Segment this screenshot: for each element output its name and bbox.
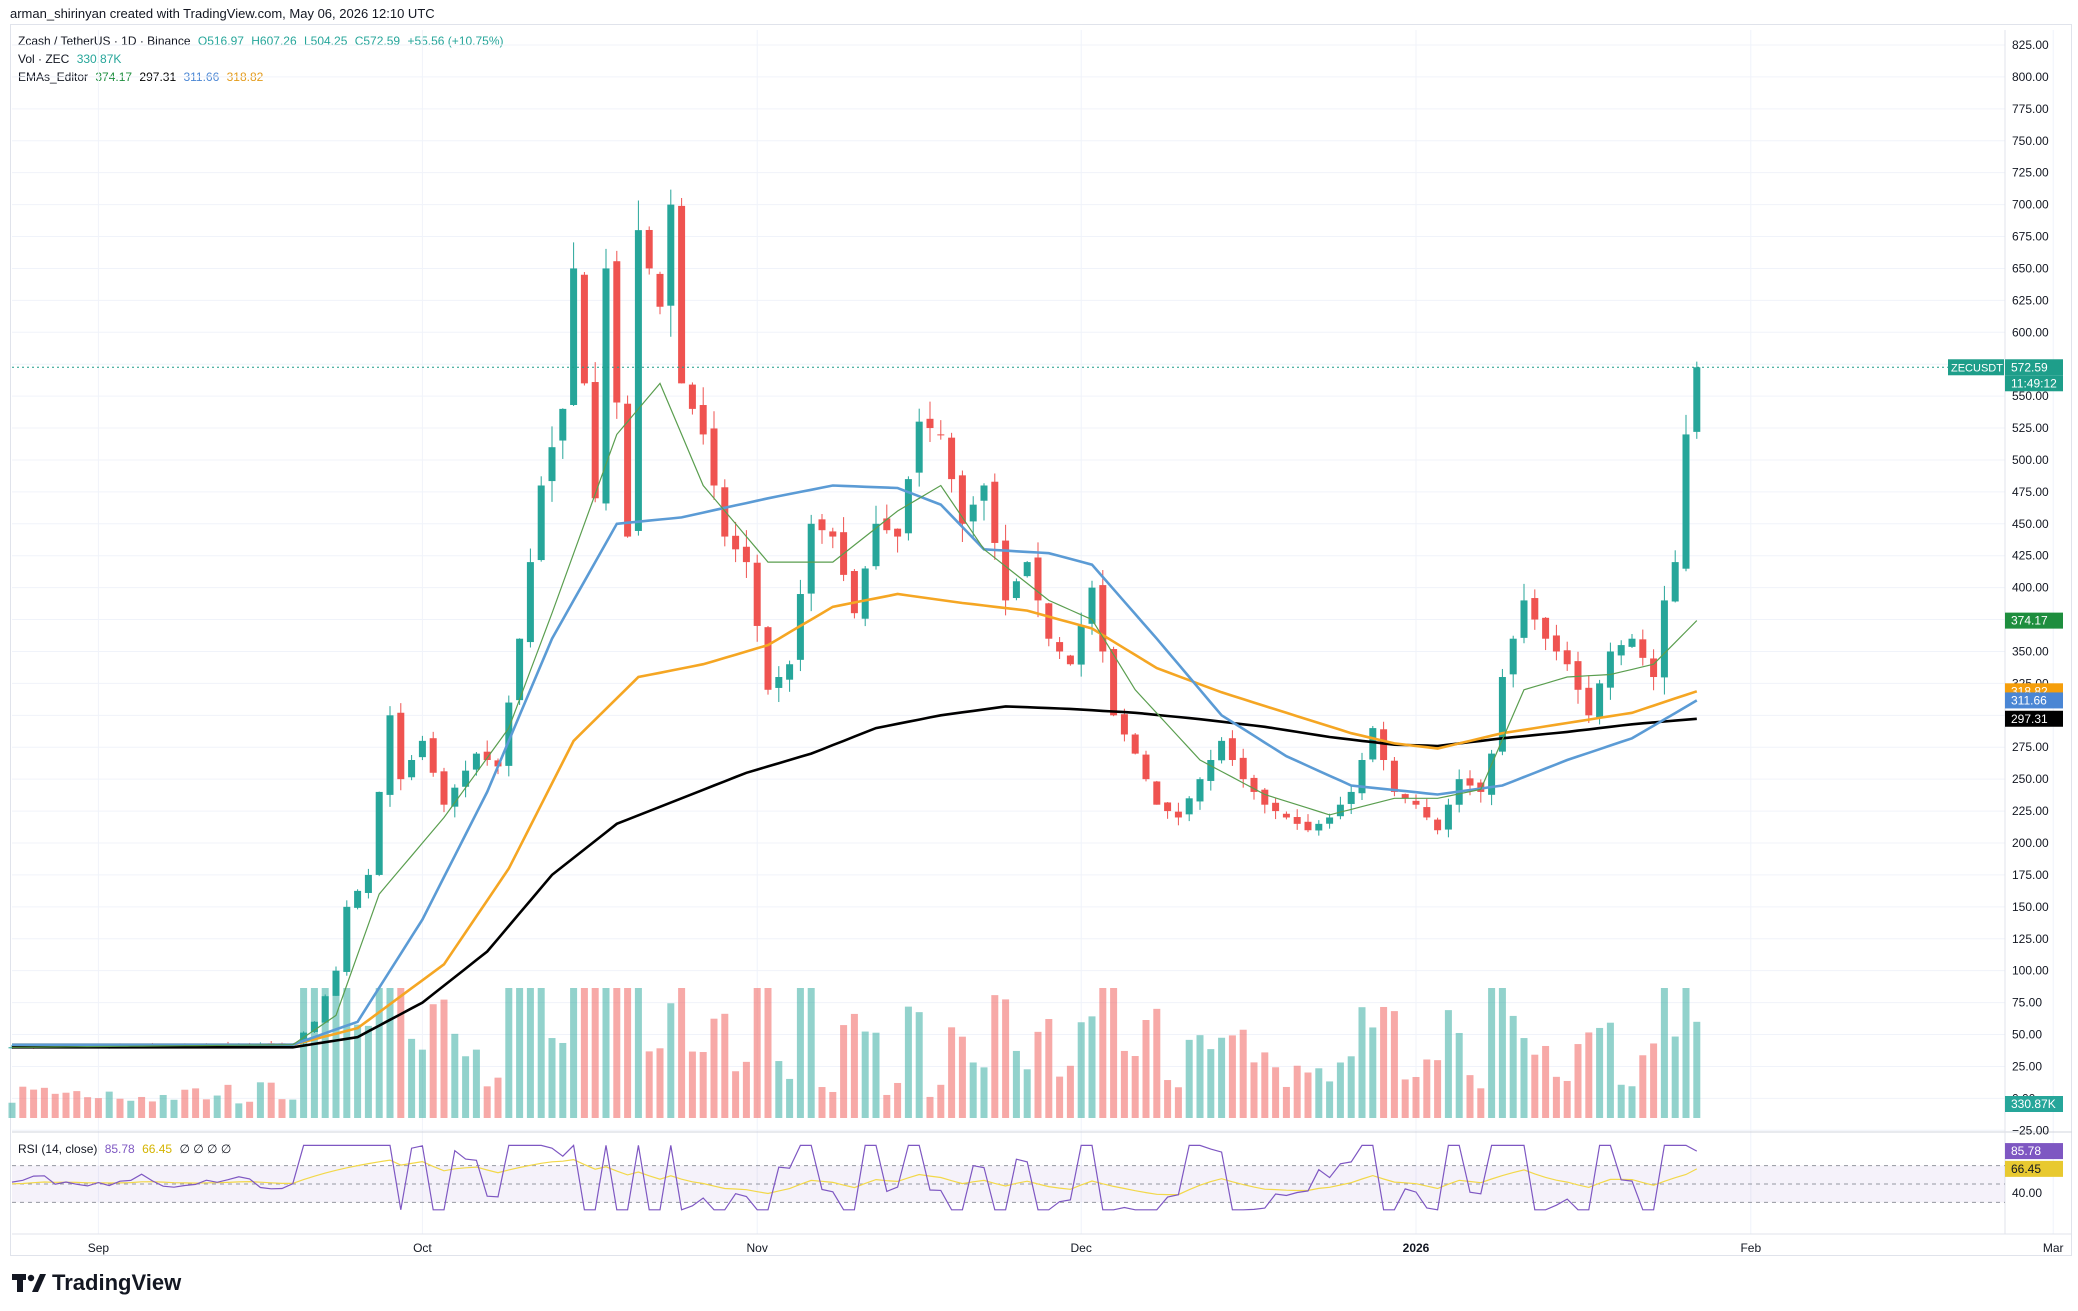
- chart-credit: arman_shirinyan created with TradingView…: [10, 6, 435, 21]
- ema20-value: 374.17: [95, 70, 133, 84]
- ema100-value: 318.82: [226, 70, 264, 84]
- volume-legend[interactable]: Vol · ZEC 330.87K: [18, 52, 125, 66]
- brand-name: TradingView: [52, 1270, 182, 1295]
- volume-value: 330.87K: [76, 52, 122, 66]
- ema50-value: 311.66: [183, 70, 220, 84]
- ema-legend[interactable]: EMAs_Editor 374.17 297.31 311.66 318.82: [18, 70, 267, 84]
- ema-label: EMAs_Editor: [18, 70, 89, 84]
- ema200-value: 297.31: [139, 70, 177, 84]
- symbol-legend[interactable]: Zcash / TetherUS · 1D · Binance O516.97 …: [18, 34, 508, 48]
- ohlc-close: C572.59: [354, 34, 401, 48]
- tradingview-logo-icon: [12, 1274, 46, 1292]
- rsi-label: RSI (14, close): [18, 1142, 98, 1156]
- rsi-legend[interactable]: RSI (14, close) 85.78 66.45 ∅ ∅ ∅ ∅: [18, 1142, 235, 1156]
- volume-label: Vol · ZEC: [18, 52, 70, 66]
- rsi-ma-value: 66.45: [142, 1142, 173, 1156]
- ohlc-open: O516.97: [197, 34, 244, 48]
- rsi-value: 85.78: [104, 1142, 135, 1156]
- symbol-title: Zcash / TetherUS · 1D · Binance: [18, 34, 191, 48]
- rsi-extra-values: ∅ ∅ ∅ ∅: [179, 1142, 232, 1156]
- ohlc-low: L504.25: [303, 34, 348, 48]
- tradingview-brand[interactable]: TradingView: [12, 1270, 181, 1296]
- ohlc-change: +55.56 (+10.75%): [407, 34, 504, 48]
- ohlc-high: H607.26: [251, 34, 297, 48]
- chart-frame: [10, 24, 2072, 1256]
